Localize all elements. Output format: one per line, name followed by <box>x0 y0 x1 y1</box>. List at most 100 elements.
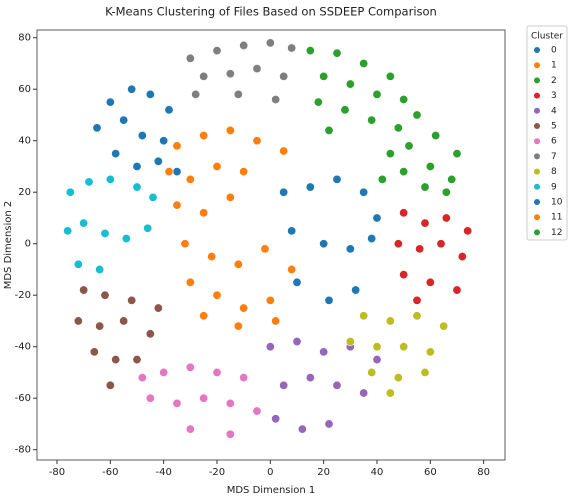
point <box>153 156 163 166</box>
point <box>324 125 334 135</box>
point <box>332 174 342 184</box>
point <box>271 95 281 105</box>
point <box>252 136 262 146</box>
point <box>412 295 422 305</box>
y-tick-label: 80 <box>18 33 31 44</box>
legend-marker <box>534 47 540 53</box>
x-tick-label: 20 <box>317 467 330 478</box>
point <box>271 414 281 424</box>
x-tick-label: -40 <box>155 467 171 478</box>
legend-marker <box>534 199 540 205</box>
point <box>265 295 275 305</box>
point <box>233 89 243 99</box>
point <box>92 123 102 133</box>
point <box>271 316 281 326</box>
point <box>385 316 395 326</box>
point <box>159 136 169 146</box>
point <box>111 355 121 365</box>
point <box>351 285 361 295</box>
point <box>345 244 355 254</box>
point <box>420 182 430 192</box>
legend-label: 11 <box>551 213 562 223</box>
point <box>359 311 369 321</box>
point <box>73 316 83 326</box>
point <box>319 239 329 249</box>
point <box>172 200 182 210</box>
point <box>225 125 235 135</box>
point <box>425 161 435 171</box>
legend-marker <box>534 138 540 145</box>
point <box>452 149 462 159</box>
y-tick-label: -40 <box>15 342 31 353</box>
point <box>239 40 249 50</box>
point <box>367 115 377 125</box>
point <box>399 270 409 280</box>
point <box>185 362 195 372</box>
point <box>127 295 137 305</box>
point <box>279 71 289 81</box>
point <box>180 239 190 249</box>
legend-marker <box>534 214 540 221</box>
point <box>279 187 289 197</box>
point <box>367 234 377 244</box>
point <box>359 388 369 398</box>
point <box>319 347 329 357</box>
point <box>73 259 83 269</box>
legend-label: 6 <box>551 137 557 147</box>
point <box>297 424 307 434</box>
point <box>199 311 209 321</box>
point <box>119 316 129 326</box>
point <box>441 187 451 197</box>
point <box>212 367 222 377</box>
legend-marker <box>534 123 540 129</box>
point <box>199 71 209 81</box>
point <box>305 182 315 192</box>
point <box>292 277 302 287</box>
point <box>404 141 414 151</box>
x-tick-label: 60 <box>424 467 437 478</box>
point <box>260 244 270 254</box>
point <box>105 380 115 390</box>
point <box>145 393 155 403</box>
point <box>172 167 182 177</box>
point <box>463 226 473 236</box>
point <box>412 110 422 120</box>
point <box>332 48 342 58</box>
point <box>111 149 121 159</box>
point <box>225 69 235 79</box>
point <box>239 167 249 177</box>
point <box>233 321 243 331</box>
point <box>212 290 222 300</box>
legend-label: 8 <box>551 167 557 177</box>
point <box>324 295 334 305</box>
point <box>313 97 323 107</box>
point <box>143 223 153 233</box>
point <box>345 79 355 89</box>
legend-label: 7 <box>551 152 557 162</box>
point <box>345 337 355 347</box>
x-tick-label: 80 <box>477 467 490 478</box>
point <box>185 174 195 184</box>
point <box>79 218 89 228</box>
point <box>212 46 222 56</box>
point <box>287 43 297 53</box>
legend-marker <box>534 77 540 84</box>
point <box>305 373 315 383</box>
point <box>425 347 435 357</box>
point <box>287 226 297 236</box>
legend-label: 5 <box>551 122 557 132</box>
y-tick-label: 0 <box>25 239 31 250</box>
point <box>441 213 451 223</box>
point <box>100 228 110 238</box>
point <box>199 393 209 403</box>
legend-label: 2 <box>551 76 557 86</box>
point <box>265 342 275 352</box>
point <box>385 388 395 398</box>
legend-title: Cluster <box>531 32 563 42</box>
point <box>415 244 425 254</box>
point <box>225 192 235 202</box>
point <box>199 208 209 218</box>
point <box>207 252 217 262</box>
point <box>340 105 350 115</box>
